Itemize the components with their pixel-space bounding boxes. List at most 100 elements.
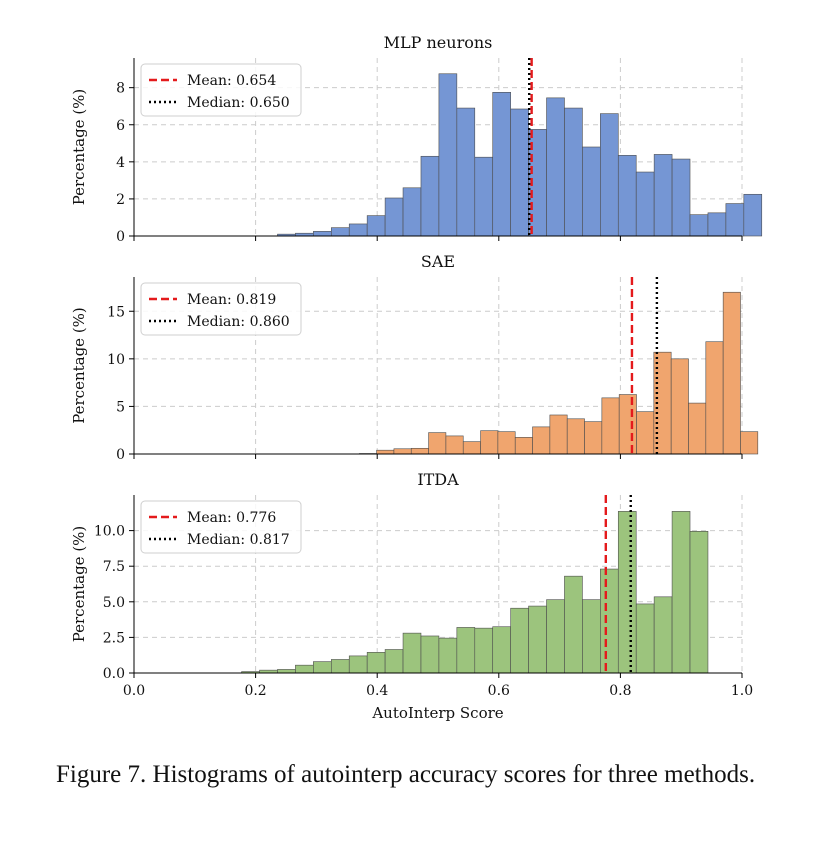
- histogram-bar: [618, 394, 637, 455]
- histogram-bar: [635, 603, 655, 674]
- histogram-bar: [438, 73, 458, 237]
- histogram-bar: [653, 596, 673, 674]
- histogram-bar: [402, 187, 422, 237]
- y-axis-label: Percentage (%): [70, 526, 88, 643]
- y-tick-label: 10.0: [94, 524, 125, 540]
- histogram-bar: [546, 97, 565, 237]
- histogram-bar: [549, 414, 568, 455]
- legend-median-label: Median: 0.860: [187, 314, 290, 330]
- histogram-bar: [376, 449, 395, 455]
- figure-caption: Figure 7. Histograms of autointerp accur…: [56, 761, 756, 788]
- histogram-bar: [510, 108, 529, 237]
- histogram-bar: [566, 418, 585, 455]
- histogram-bar: [445, 435, 464, 455]
- y-axis-label: Percentage (%): [70, 307, 88, 424]
- histogram-bar: [743, 193, 763, 237]
- histogram-bar: [384, 649, 404, 674]
- histogram-bar: [462, 441, 481, 455]
- histogram-bar: [410, 447, 429, 455]
- legend-median-label: Median: 0.817: [187, 532, 290, 548]
- histogram-bar: [689, 214, 709, 237]
- histogram-bar: [492, 626, 511, 674]
- y-tick-label: 0: [116, 229, 125, 245]
- histogram-bar: [601, 397, 620, 455]
- y-tick-label: 0.0: [103, 666, 125, 682]
- histogram-bar: [707, 212, 727, 237]
- histogram-bar: [532, 426, 551, 455]
- histogram-bar: [492, 92, 511, 237]
- x-axis-label: AutoInterp Score: [371, 704, 503, 722]
- histogram-bar: [348, 655, 368, 674]
- histogram-bar: [617, 511, 637, 674]
- legend-box: [140, 63, 302, 117]
- histogram-bar: [688, 402, 707, 455]
- y-tick-label: 8: [116, 81, 125, 97]
- legend-mean-label: Mean: 0.819: [187, 292, 276, 308]
- legend-box: [140, 500, 302, 554]
- panel-title: ITDA: [417, 470, 459, 489]
- histogram-bar: [671, 158, 691, 237]
- histogram-bar: [480, 430, 499, 455]
- panel-title: SAE: [421, 252, 455, 271]
- histogram-bar: [653, 154, 673, 237]
- y-tick-label: 4: [116, 155, 125, 171]
- histogram-bar: [497, 431, 516, 455]
- histogram-bar: [636, 411, 655, 455]
- histogram-bar: [366, 652, 386, 674]
- x-tick-label: 0.6: [488, 683, 510, 699]
- histogram-bar: [348, 223, 368, 237]
- y-tick-label: 0: [116, 447, 125, 463]
- y-tick-label: 7.5: [103, 559, 125, 575]
- histogram-bar: [420, 635, 440, 674]
- histogram-bar: [366, 215, 386, 237]
- legend-box: [140, 282, 302, 336]
- histogram-bar: [740, 431, 759, 455]
- histogram-bar: [474, 156, 494, 237]
- histogram-bar: [295, 664, 314, 674]
- histogram-bar: [546, 599, 565, 674]
- histogram-bar: [582, 146, 601, 237]
- y-axis-label: Percentage (%): [70, 89, 88, 206]
- histogram-bar: [393, 448, 412, 455]
- y-tick-label: 5.0: [103, 595, 125, 611]
- histogram-bar: [313, 661, 332, 674]
- y-tick-label: 5: [116, 399, 125, 415]
- x-tick-label: 0.4: [366, 683, 388, 699]
- x-tick-label: 0.2: [244, 683, 266, 699]
- x-tick-label: 1.0: [731, 683, 753, 699]
- y-tick-label: 15: [107, 304, 125, 320]
- histogram-bar: [600, 568, 619, 674]
- histogram-bar: [313, 231, 332, 237]
- histogram-bar: [600, 113, 619, 237]
- histogram-bar: [635, 171, 655, 237]
- histogram-figure: 0 2 4 6 8 MLP neurons Percentage (%) Mean: 0.65…: [70, 33, 763, 722]
- x-tick-label: 0.0: [123, 683, 145, 699]
- histogram-bar: [582, 599, 601, 674]
- histogram-bar: [722, 291, 741, 455]
- y-tick-label: 6: [116, 118, 125, 134]
- legend-median-label: Median: 0.650: [187, 95, 290, 111]
- histogram-bar: [330, 659, 350, 674]
- histogram-bar: [705, 341, 724, 455]
- histogram-bar: [671, 511, 691, 674]
- histogram-bar: [564, 107, 583, 237]
- histogram-bar: [725, 203, 745, 237]
- panel-title: MLP neurons: [384, 33, 493, 52]
- histogram-bar: [402, 632, 422, 674]
- histogram-bar: [428, 432, 447, 455]
- y-tick-label: 2: [116, 192, 125, 208]
- histogram-bar: [420, 155, 440, 237]
- histogram-bar: [456, 627, 476, 674]
- y-tick-label: 2.5: [103, 630, 125, 646]
- histogram-bar: [617, 155, 637, 237]
- histogram-bar: [528, 605, 547, 674]
- histogram-bar: [474, 627, 494, 674]
- histogram-bar: [384, 197, 404, 237]
- histogram-bar: [670, 358, 689, 455]
- histogram-bar: [438, 637, 458, 674]
- histogram-bar: [689, 531, 709, 674]
- histogram-bar: [277, 669, 296, 674]
- histogram-bar: [514, 437, 533, 455]
- histogram-bar: [510, 607, 529, 674]
- x-tick-label: 0.8: [609, 683, 631, 699]
